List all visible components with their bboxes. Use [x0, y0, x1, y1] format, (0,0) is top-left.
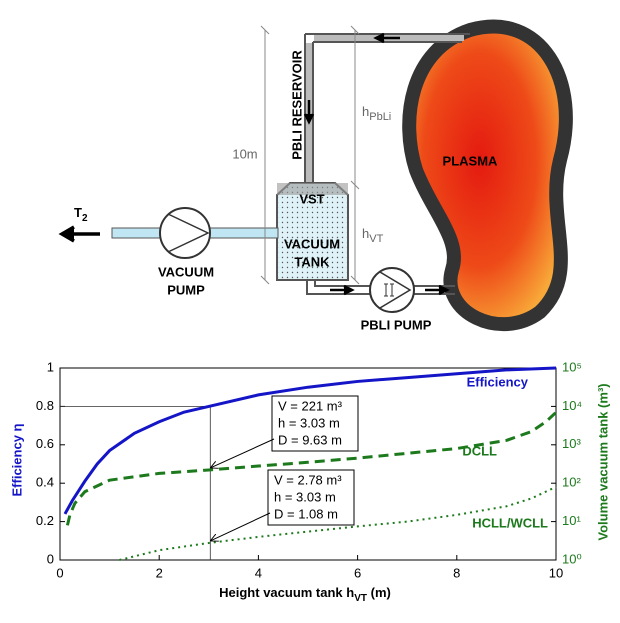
series-line: [65, 411, 558, 526]
annotation-text: h = 3.03 m: [274, 489, 336, 504]
flow-arrow: [303, 100, 315, 125]
x-tick-label: 8: [453, 565, 460, 580]
y2-tick-label: 10¹: [562, 513, 581, 528]
annotation-arrow: [210, 438, 275, 468]
label-vacuum-pump: VACUUM: [158, 264, 214, 279]
y-tick-label: 0: [47, 551, 54, 566]
annotation-text: V = 221 m³: [278, 398, 343, 413]
series-label: DCLL: [462, 443, 497, 458]
series-line: [119, 486, 557, 561]
pipe-vacuum: [207, 227, 279, 239]
pipe-vacuum: [111, 227, 163, 239]
y2-tick-label: 10⁴: [562, 398, 582, 413]
flow-arrow: [373, 32, 400, 44]
series-label: HCLL/WCLL: [472, 515, 548, 530]
y-tick-label: 0.2: [36, 513, 54, 528]
annotation-text: h = 3.03 m: [278, 415, 340, 430]
annotation-text: D = 1.08 m: [274, 506, 338, 521]
label-plasma: PLASMA: [443, 153, 499, 168]
y2-tick-label: 10³: [562, 436, 581, 451]
x-tick-label: 4: [255, 565, 262, 580]
annotation-arrow: [210, 512, 271, 541]
pipe-top: [304, 33, 470, 185]
plot-frame: [59, 367, 557, 561]
pump-symbol: [379, 271, 412, 309]
pipe-bottom: [306, 280, 455, 295]
flow-arrow: [425, 284, 450, 296]
y2-tick-label: 10⁰: [562, 551, 582, 566]
chart: Height vacuum tank hVT (m) Efficiency η …: [9, 359, 610, 603]
series-label: Efficiency: [467, 374, 529, 389]
y-tick-label: 1: [47, 359, 54, 374]
plasma-vessel: [402, 19, 573, 332]
label-tank: VACUUM: [284, 236, 340, 251]
label-pbli-pump: PBLI PUMP: [361, 317, 432, 332]
annotation-box: [267, 469, 355, 526]
x-axis-label: Height vacuum tank hVT (m): [219, 585, 391, 603]
diagram: PBLI RESERVOIR 10m hPbLi PLASMA VST VACU…: [58, 19, 573, 332]
label-reservoir: PBLI RESERVOIR: [289, 50, 304, 160]
pump-symbol: [167, 213, 210, 253]
y2-axis-label: Volume vacuum tank (m³): [595, 383, 610, 540]
y-axis-label: Efficiency η: [9, 423, 24, 496]
annotation-box: [271, 395, 359, 452]
label-vst: VST: [299, 191, 324, 206]
label-tank: TANK: [294, 254, 330, 269]
y-tick-label: 0.6: [36, 436, 54, 451]
y2-tick-label: 10²: [562, 475, 581, 490]
dimension-line: [260, 25, 360, 285]
x-tick-label: 6: [354, 565, 361, 580]
label-vacuum-pump: PUMP: [167, 282, 205, 297]
flow-arrow: [330, 284, 355, 296]
series-line: [63, 366, 557, 515]
label-h-vt: hVT: [362, 226, 384, 244]
annotation-text: V = 2.78 m³: [274, 472, 342, 487]
label-height: 10m: [232, 146, 257, 161]
label-t2: T2: [74, 205, 88, 223]
label-h-pbli: hPbLi: [362, 104, 391, 122]
x-tick-label: 2: [156, 565, 163, 580]
tank-top: [277, 183, 348, 195]
pump-symbol: [384, 283, 394, 297]
annotation-text: D = 9.63 m: [278, 432, 342, 447]
y2-tick-label: 10⁵: [562, 359, 582, 374]
y-tick-label: 0.8: [36, 398, 54, 413]
y-tick-label: 0.4: [36, 475, 54, 490]
heat-arrow: [58, 225, 100, 243]
vacuum-pump: [159, 207, 211, 259]
x-tick-label: 10: [549, 565, 563, 580]
x-tick-label: 0: [56, 565, 63, 580]
